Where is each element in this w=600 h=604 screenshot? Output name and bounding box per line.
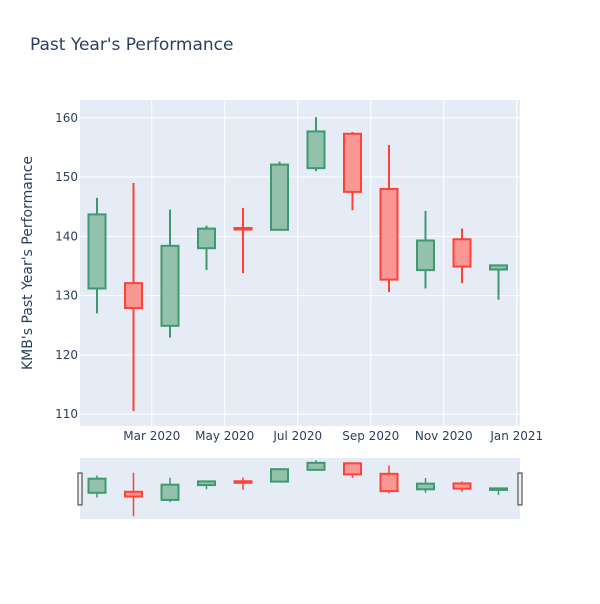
- candle: [416, 210, 435, 289]
- candle: [124, 182, 143, 412]
- candles: [87, 117, 508, 412]
- candle-body: [306, 461, 326, 471]
- candle: [270, 468, 289, 483]
- plot-area: [80, 100, 520, 426]
- x-tick-label: Nov 2020: [415, 429, 473, 443]
- y-tick-label: 110: [55, 407, 78, 421]
- candle: [197, 480, 216, 490]
- candle: [233, 477, 253, 490]
- candle-body: [160, 244, 180, 327]
- candle: [306, 117, 326, 172]
- y-gridlines: [80, 117, 520, 415]
- candle-body: [343, 462, 362, 476]
- chart-title: Past Year's Performance: [30, 35, 234, 55]
- x-tick-label: Sep 2020: [342, 429, 399, 443]
- x-tick-label: Mar 2020: [123, 429, 180, 443]
- range-slider-handles[interactable]: [77, 472, 523, 506]
- candle-body: [197, 480, 216, 487]
- candle: [452, 228, 472, 284]
- candle-body: [87, 477, 107, 494]
- y-tick-label: 120: [55, 348, 78, 362]
- candle: [197, 225, 216, 271]
- candle-body: [379, 472, 399, 493]
- candle: [160, 209, 180, 338]
- candle-body: [452, 238, 472, 268]
- candle-body: [416, 482, 435, 491]
- candle: [233, 207, 253, 274]
- candle: [343, 132, 362, 211]
- x-tick-label: Jan 2021: [489, 429, 543, 443]
- candle: [379, 145, 399, 293]
- x-axis-ticks: Mar 2020 May 2020 Jul 2020 Sep 2020 Nov 2020…: [123, 429, 543, 443]
- range-slider-handle[interactable]: [517, 472, 523, 506]
- candle: [160, 477, 180, 503]
- candle: [379, 465, 399, 494]
- candle-body: [379, 187, 399, 281]
- x-tick-label: Jul 2020: [272, 429, 322, 443]
- x-gridlines: [151, 100, 518, 426]
- candle-body: [87, 213, 107, 290]
- candle-body: [233, 480, 253, 484]
- candle: [416, 477, 435, 493]
- candle-body: [124, 282, 143, 310]
- candle: [306, 460, 326, 471]
- candle-body: [306, 130, 326, 170]
- candle-body: [124, 490, 143, 498]
- candle: [343, 462, 362, 478]
- candle: [124, 472, 143, 517]
- range-slider-handle[interactable]: [77, 472, 83, 506]
- candle-body: [343, 132, 362, 193]
- candle-body: [233, 227, 253, 231]
- y-tick-label: 160: [55, 111, 78, 125]
- y-tick-label: 140: [55, 229, 78, 243]
- candle: [489, 264, 508, 300]
- candle: [87, 475, 107, 498]
- candle: [489, 487, 508, 495]
- y-tick-label: 130: [55, 289, 78, 303]
- candle: [452, 481, 472, 492]
- candle-body: [416, 239, 435, 272]
- range-slider[interactable]: [80, 458, 520, 519]
- y-axis-ticks: 110 120 130 140 150 160: [55, 111, 78, 421]
- candle: [270, 161, 289, 231]
- candle-body: [270, 163, 289, 231]
- candle-body: [197, 227, 216, 250]
- candle-body: [270, 468, 289, 483]
- candle-body: [489, 487, 508, 491]
- y-axis-label: KMB's Past Year's Performance: [20, 156, 36, 370]
- candle: [87, 197, 107, 314]
- candle-body: [452, 482, 472, 490]
- candle-body: [489, 264, 508, 271]
- range-slider-candles: [87, 460, 508, 517]
- candle-body: [160, 483, 180, 501]
- x-tick-label: May 2020: [195, 429, 254, 443]
- y-tick-label: 150: [55, 170, 78, 184]
